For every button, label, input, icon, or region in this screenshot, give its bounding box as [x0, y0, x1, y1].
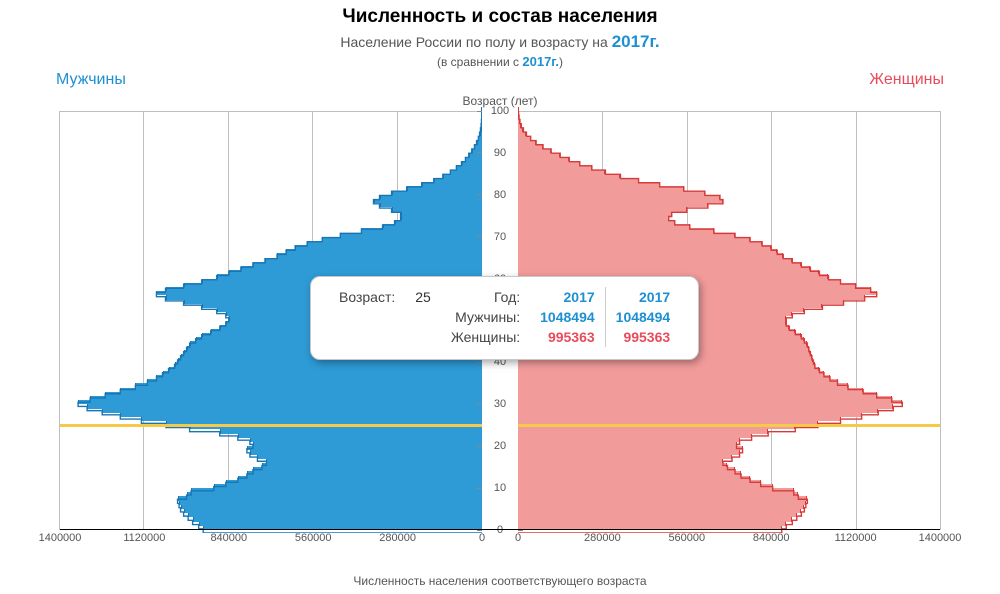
- x-tick-right-1400000: 1400000: [919, 532, 962, 544]
- tooltip-year-col2: 2017: [605, 287, 680, 307]
- men-series-label: Мужчины: [56, 71, 126, 89]
- subtitle-prefix: Население России по полу и возрасту на: [340, 34, 611, 50]
- women-series-label: Женщины: [869, 71, 944, 89]
- tooltip-women-col2: 995363: [605, 327, 680, 347]
- x-tick-right-560000: 560000: [668, 532, 705, 544]
- y-tick-90: 90: [482, 147, 518, 159]
- tooltip-year-label: Год:: [441, 287, 530, 307]
- compare-year: 2017г.: [522, 54, 559, 69]
- x-tick-left-280000: 280000: [379, 532, 416, 544]
- x-tick-right-280000: 280000: [584, 532, 621, 544]
- tooltip-women-col1: 995363: [530, 327, 605, 347]
- x-tick-left-1400000: 1400000: [39, 532, 82, 544]
- x-tick-right-840000: 840000: [753, 532, 790, 544]
- x-tick-left-1120000: 1120000: [123, 532, 165, 544]
- y-tick-80: 80: [482, 189, 518, 201]
- tooltip-age-label: Возраст:: [329, 287, 405, 307]
- x-tick-left-560000: 560000: [295, 532, 332, 544]
- chart-compare-line: (в сравнении с 2017г.): [0, 54, 1000, 69]
- x-axis-title: Численность населения соответствующего в…: [0, 574, 1000, 588]
- tooltip-men-col2: 1048494: [605, 307, 680, 327]
- x-axis-labels: 0 0 280000 280000 560000 560000 840000 840000 11…: [60, 532, 940, 548]
- tooltip-men-label: Мужчины:: [441, 307, 530, 327]
- y-tick-30: 30: [482, 398, 518, 410]
- y-tick-10: 10: [482, 482, 518, 494]
- subtitle-year: 2017г.: [612, 32, 660, 51]
- tooltip-age-value: 25: [405, 287, 441, 307]
- tooltip-year-col1: 2017: [530, 287, 605, 307]
- x-tick-right-0: 0: [515, 532, 521, 544]
- x-tick-left-840000: 840000: [210, 532, 247, 544]
- y-tick-100: 100: [482, 105, 518, 117]
- x-tick-right-1120000: 1120000: [835, 532, 877, 544]
- y-tick-70: 70: [482, 231, 518, 243]
- chart-subtitle: Население России по полу и возрасту на 2…: [0, 32, 1000, 52]
- compare-suffix: ): [559, 55, 563, 69]
- x-tick-left-0: 0: [479, 532, 485, 544]
- tooltip-men-col1: 1048494: [530, 307, 605, 327]
- tooltip-women-label: Женщины:: [441, 327, 530, 347]
- y-tick-20: 20: [482, 440, 518, 452]
- chart-title: Численность и состав населения: [0, 6, 1000, 28]
- x-axis-baseline: [60, 529, 940, 530]
- tooltip: Возраст: 25 Год: 2017 2017 Мужчины: 1048…: [310, 276, 699, 360]
- compare-prefix: (в сравнении с: [437, 55, 522, 69]
- highlight-line-women: [518, 424, 940, 427]
- highlight-line-men: [60, 424, 482, 427]
